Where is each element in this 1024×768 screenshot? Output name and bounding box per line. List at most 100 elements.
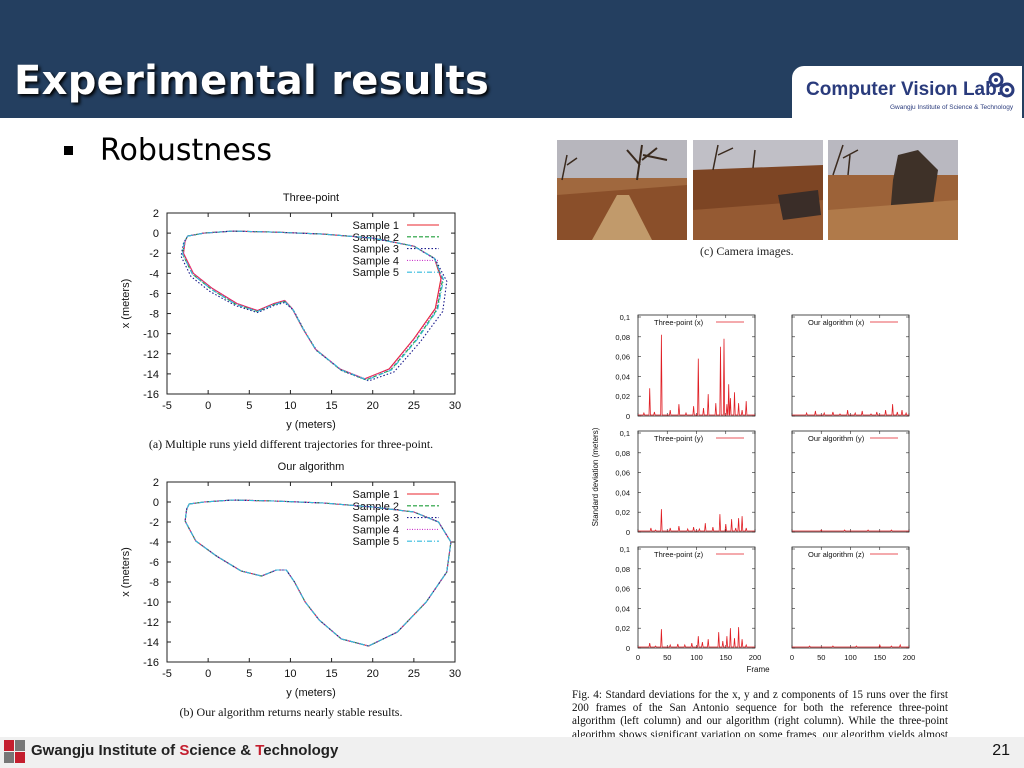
y-tick-label: 0,1 <box>620 545 630 554</box>
lab-logo-text: Computer Vision Lab. <box>806 79 1003 100</box>
institute-logo-icon <box>4 740 25 763</box>
y-tick-label: 0,08 <box>615 333 630 342</box>
legend-label: Sample 4 <box>353 524 399 536</box>
footer-institution-text: Gwangju Institute of Science & Technolog… <box>31 742 339 759</box>
x-tick-label: 50 <box>663 653 671 662</box>
x-tick-label: 0 <box>205 400 211 412</box>
y-tick-label: -4 <box>149 537 159 549</box>
x-tick-label: 20 <box>367 400 379 412</box>
y-tick-label: -8 <box>149 309 159 321</box>
trajectory-line-sample-1 <box>184 499 452 647</box>
trajectory-chart-2: Our algorithm-5 0 5 10 15 20 25 3020-2-4-6-8-10… <box>120 461 461 719</box>
panel-legend-label: Our algorithm (z) <box>808 550 865 559</box>
std-series-line <box>638 334 755 416</box>
std-deviation-figure: 0 0,02 0,04 0,06 0,08 0,1 Three-point (x) 0 0,02… <box>591 313 916 674</box>
chart-caption: (a) Multiple runs yield different trajec… <box>149 437 433 451</box>
y-tick-label: 0,08 <box>615 565 630 574</box>
std-y-axis-label: Standard deviation (meters) <box>591 427 600 526</box>
x-tick-label: 200 <box>903 653 916 662</box>
y-tick-label: 0,1 <box>620 313 630 322</box>
trajectory-plots: Three-point-5 0 5 10 15 20 25 3020-2-4-6-8-10-1… <box>120 192 461 719</box>
y-tick-label: -10 <box>143 329 159 341</box>
y-tick-label: 0,02 <box>615 508 630 517</box>
y-tick-label: -8 <box>149 577 159 589</box>
std-panel-our-algorithm-z: 0 50 100 150 200 Our algorithm (z) <box>790 546 916 662</box>
x-tick-label: 15 <box>325 668 337 680</box>
x-tick-label: 10 <box>284 400 296 412</box>
x-tick-label: 100 <box>844 653 857 662</box>
y-tick-label: -2 <box>149 517 159 529</box>
camera-image-1 <box>557 140 687 240</box>
y-tick-label: -12 <box>143 349 159 361</box>
panel-frame <box>637 314 756 417</box>
page-number: 21 <box>992 742 1010 759</box>
slide-title: Experimental results <box>14 58 490 104</box>
y-tick-label: 0,04 <box>615 488 630 497</box>
plot-frame <box>166 481 456 663</box>
footer-institution: Gwangju Institute of Science & Technolog… <box>31 742 338 759</box>
legend-label: Sample 3 <box>353 244 399 256</box>
x-tick-label: 5 <box>246 400 252 412</box>
y-tick-label: 0,06 <box>615 585 630 594</box>
y-tick-label: -6 <box>149 557 159 569</box>
chart-title: Three-point <box>283 192 339 204</box>
panel-legend-label: Our algorithm (y) <box>808 434 865 443</box>
std-panel-our-algorithm-x: Our algorithm (x) <box>791 314 910 417</box>
y-tick-label: 0,04 <box>615 604 630 613</box>
std-panel-three-point-z: 0 0,02 0,04 0,06 0,08 0,1 0 50 100 150 200 Three-po… <box>615 545 761 662</box>
panel-frame <box>791 314 910 417</box>
trajectory-line-sample-2 <box>182 230 444 381</box>
y-tick-label: 0 <box>626 644 630 653</box>
trajectory-line-sample-5 <box>184 499 452 647</box>
panel-frame <box>791 546 910 649</box>
y-tick-label: 0 <box>153 497 159 509</box>
x-tick-label: 0 <box>790 653 794 662</box>
bullet-text: Robustness <box>100 133 273 168</box>
x-tick-label: 20 <box>367 668 379 680</box>
y-tick-label: 0,1 <box>620 429 630 438</box>
y-tick-label: 0,06 <box>615 353 630 362</box>
trajectory-line-sample-4 <box>182 230 443 380</box>
x-tick-label: 100 <box>690 653 703 662</box>
std-series-line <box>792 643 909 648</box>
std-series-line <box>638 509 755 532</box>
trajectory-chart-1: Three-point-5 0 5 10 15 20 25 3020-2-4-6-8-10-1… <box>120 192 461 451</box>
panel-legend-label: Three-point (x) <box>654 318 704 327</box>
y-tick-label: 0,02 <box>615 392 630 401</box>
camera-image-3 <box>828 140 958 240</box>
chart-caption: (b) Our algorithm returns nearly stable … <box>180 705 403 719</box>
std-x-axis-label: Frame <box>746 665 770 674</box>
y-tick-label: 2 <box>153 208 159 220</box>
y-tick-label: -4 <box>149 268 159 280</box>
legend-label: Sample 2 <box>353 501 399 513</box>
std-series-line <box>792 529 909 532</box>
bullet-marker <box>64 146 73 155</box>
footer-bar: Gwangju Institute of Science & Technolog… <box>0 737 1024 768</box>
x-tick-label: -5 <box>162 668 172 680</box>
lab-logo: Computer Vision Lab. Gwangju Institute o… <box>792 66 1022 118</box>
panel-frame <box>637 546 756 649</box>
x-tick-label: 0 <box>636 653 640 662</box>
trajectory-line-sample-2 <box>184 499 452 647</box>
trajectory-line-sample-5 <box>182 230 445 381</box>
y-tick-label: -16 <box>143 389 159 401</box>
header-bar: Experimental results Computer Vision Lab… <box>0 0 1024 118</box>
trajectory-line-sample-3 <box>180 230 448 382</box>
legend-label: Sample 4 <box>353 255 399 267</box>
plot-frame <box>166 212 456 395</box>
panel-frame <box>791 430 910 533</box>
std-panel-three-point-y: 0 0,02 0,04 0,06 0,08 0,1 Three-point (y) <box>615 429 756 537</box>
panel-frame <box>637 430 756 533</box>
y-tick-label: 0 <box>626 412 630 421</box>
std-series-line <box>792 404 909 416</box>
y-tick-label: -12 <box>143 617 159 629</box>
legend-label: Sample 5 <box>353 536 399 548</box>
chart-title: Our algorithm <box>278 461 345 473</box>
x-axis-label: y (meters) <box>286 419 336 431</box>
x-tick-label: 150 <box>873 653 886 662</box>
y-axis-label: x (meters) <box>120 279 132 329</box>
y-tick-label: 0,02 <box>615 624 630 633</box>
x-tick-label: 25 <box>408 668 420 680</box>
panel-legend-label: Three-point (y) <box>654 434 704 443</box>
y-tick-label: 0,06 <box>615 469 630 478</box>
